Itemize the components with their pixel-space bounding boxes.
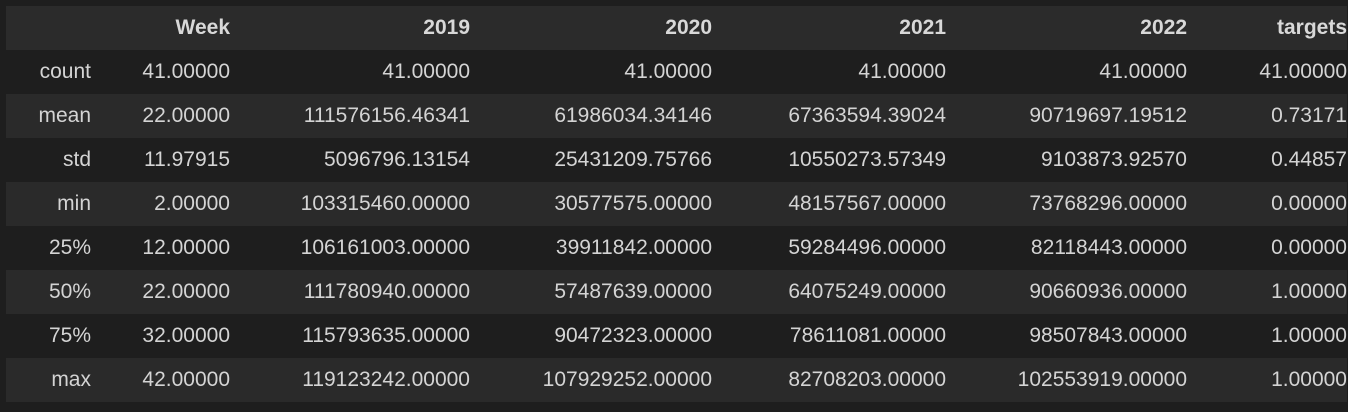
row-label: min	[57, 192, 91, 215]
table-cell: 0.00000	[1271, 192, 1347, 215]
table-cell: 107929252.00000	[542, 368, 712, 391]
table-cell: 32.00000	[142, 324, 230, 347]
table-cell: 90472323.00000	[554, 324, 712, 347]
table-row: count 41.00000 41.00000 41.00000 41.0000…	[6, 50, 1347, 94]
table-cell: 22.00000	[142, 104, 230, 127]
table-header: Week 2019 2020 2021 2022 targets	[6, 6, 1347, 50]
table-cell: 73768296.00000	[1029, 192, 1187, 215]
table-cell: 64075249.00000	[788, 280, 946, 303]
table-cell: 12.00000	[142, 236, 230, 259]
table-row: std 11.97915 5096796.13154 25431209.7576…	[6, 138, 1347, 182]
row-label: count	[39, 60, 91, 83]
table-row: 75% 32.00000 115793635.00000 90472323.00…	[6, 314, 1347, 358]
table-cell: 41.00000	[382, 60, 470, 83]
table-cell: 10550273.57349	[788, 148, 946, 171]
table-cell: 59284496.00000	[788, 236, 946, 259]
table-cell: 41.00000	[142, 60, 230, 83]
table-cell: 78611081.00000	[789, 324, 946, 347]
column-header-2020: 2020	[470, 6, 712, 50]
table-cell: 67363594.39024	[788, 104, 946, 127]
table-cell: 41.00000	[1099, 60, 1187, 83]
column-header-targets: targets	[1187, 6, 1347, 50]
table-body: count 41.00000 41.00000 41.00000 41.0000…	[6, 50, 1347, 402]
table-cell: 82708203.00000	[788, 368, 946, 391]
table-row: 25% 12.00000 106161003.00000 39911842.00…	[6, 226, 1347, 270]
table-row: mean 22.00000 111576156.46341 61986034.3…	[6, 94, 1347, 138]
table-cell: 2.00000	[154, 192, 230, 215]
table-cell: 90660936.00000	[1029, 280, 1187, 303]
table-cell: 41.00000	[858, 60, 946, 83]
column-header-2022: 2022	[946, 6, 1187, 50]
row-label: 25%	[48, 236, 91, 259]
column-header-2019: 2019	[230, 6, 470, 50]
row-label: std	[62, 148, 91, 171]
column-header-2021: 2021	[712, 6, 946, 50]
table-cell: 1.00000	[1271, 368, 1347, 391]
index-header	[6, 6, 91, 50]
table-cell: 1.00000	[1271, 324, 1347, 347]
table-cell: 103315460.00000	[300, 192, 470, 215]
table-cell: 0.00000	[1271, 236, 1347, 259]
table-row: min 2.00000 103315460.00000 30577575.000…	[6, 182, 1347, 226]
table-cell: 41.00000	[624, 60, 712, 83]
row-label: 50%	[48, 280, 91, 303]
table-cell: 115793635.00000	[302, 324, 470, 347]
table-cell: 25431209.75766	[554, 148, 712, 171]
table-cell: 57487639.00000	[554, 280, 712, 303]
table-cell: 98507843.00000	[1029, 324, 1187, 347]
table-cell: 48157567.00000	[788, 192, 946, 215]
table-cell: 39911842.00000	[555, 236, 712, 259]
row-label: 75%	[48, 324, 91, 347]
row-label: mean	[38, 104, 91, 127]
table-cell: 42.00000	[142, 368, 230, 391]
table-cell: 11.97915	[143, 148, 230, 171]
table-cell: 0.44857	[1271, 148, 1347, 171]
table-cell: 0.73171	[1271, 104, 1347, 127]
table-cell: 106161003.00000	[300, 236, 470, 259]
table-row: max 42.00000 119123242.00000 107929252.0…	[6, 358, 1347, 402]
table-cell: 111576156.46341	[303, 104, 470, 127]
table-cell: 111780940.00000	[303, 280, 470, 303]
column-header-week: Week	[91, 6, 230, 50]
table-cell: 102553919.00000	[1017, 368, 1187, 391]
table-cell: 22.00000	[142, 280, 230, 303]
row-label: max	[51, 368, 91, 391]
table-cell: 1.00000	[1271, 280, 1347, 303]
table-row: 50% 22.00000 111780940.00000 57487639.00…	[6, 270, 1347, 314]
describe-table: Week 2019 2020 2021 2022 targets count 4…	[6, 6, 1347, 402]
table-cell: 119123242.00000	[302, 368, 470, 391]
table-cell: 30577575.00000	[554, 192, 712, 215]
table-cell: 90719697.19512	[1029, 104, 1187, 127]
table-cell: 41.00000	[1259, 60, 1347, 83]
table-cell: 5096796.13154	[324, 148, 470, 171]
header-row: Week 2019 2020 2021 2022 targets	[6, 6, 1347, 50]
table-cell: 82118443.00000	[1030, 236, 1187, 259]
table-cell: 61986034.34146	[554, 104, 712, 127]
table-cell: 9103873.92570	[1041, 148, 1187, 171]
